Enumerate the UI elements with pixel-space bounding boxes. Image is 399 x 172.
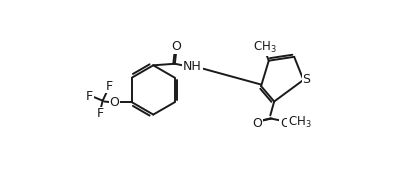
- Text: NH: NH: [183, 60, 202, 73]
- Text: O: O: [252, 117, 262, 130]
- Text: F: F: [97, 107, 104, 120]
- Text: O: O: [109, 96, 119, 109]
- Text: CH$_3$: CH$_3$: [253, 40, 277, 55]
- Text: CH$_3$: CH$_3$: [288, 115, 312, 130]
- Text: O: O: [172, 40, 181, 53]
- Text: F: F: [86, 90, 93, 103]
- Text: S: S: [302, 73, 310, 86]
- Text: F: F: [105, 80, 113, 93]
- Text: O: O: [280, 117, 290, 130]
